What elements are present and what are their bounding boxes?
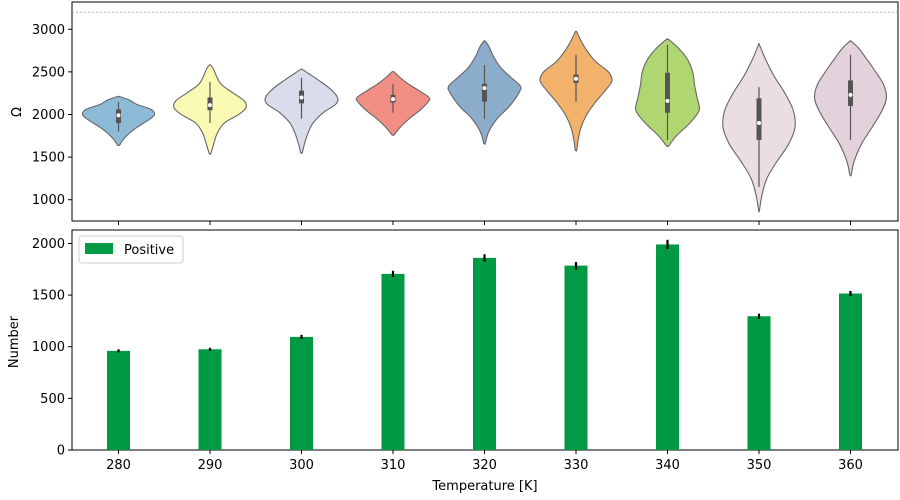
violin-median-350 — [757, 121, 761, 126]
legend-label: Positive — [124, 243, 174, 258]
y-tick-label: 2000 — [32, 108, 65, 123]
violin-median-280 — [116, 113, 121, 118]
y-tick-label: 0 — [57, 444, 65, 459]
x-tick-label: 330 — [564, 458, 589, 473]
y-tick-label: 1000 — [32, 340, 65, 355]
violin-median-320 — [482, 86, 487, 91]
bar-320 — [473, 257, 496, 450]
bar-360 — [839, 293, 862, 450]
violin-x-ticks — [118, 221, 851, 225]
violin-median-290 — [208, 103, 212, 108]
violin-median-360 — [848, 92, 853, 97]
x-tick-label: 280 — [106, 458, 131, 473]
x-tick-label: 310 — [381, 458, 406, 473]
bars — [107, 239, 862, 450]
x-tick-label: 350 — [747, 458, 772, 473]
bar-y-axis: 0 500 1000 1500 2000 — [32, 237, 72, 459]
bar-350 — [747, 316, 771, 450]
bar-330 — [564, 265, 588, 450]
bar-300 — [290, 336, 313, 450]
violin-median-330 — [574, 76, 578, 81]
violin-y-axis-label: Ω — [10, 107, 25, 117]
x-tick-label: 340 — [655, 458, 680, 473]
bar-x-axis-label: Temperature [K] — [431, 479, 537, 494]
y-tick-label: 2500 — [32, 65, 65, 80]
bar-290 — [198, 349, 222, 450]
legend-box — [78, 235, 184, 264]
bar-x-axis: 280 290 300 310 320 330 340 350 360 — [106, 450, 863, 473]
violin-median-300 — [299, 95, 304, 100]
x-tick-label: 360 — [838, 458, 863, 473]
violin-median-310 — [391, 97, 395, 102]
violin-box-340 — [665, 72, 670, 113]
legend: Positive — [78, 235, 184, 264]
bar-280 — [107, 350, 130, 450]
violin-y-axis: 1000 1500 2000 2500 3000 — [32, 23, 72, 208]
violin-box-350 — [756, 98, 762, 141]
legend-swatch — [85, 243, 113, 254]
x-tick-label: 290 — [198, 458, 223, 473]
violins — [81, 30, 888, 213]
y-tick-label: 1500 — [32, 151, 65, 166]
x-tick-label: 300 — [289, 458, 314, 473]
bar-y-axis-label: Number — [7, 315, 22, 368]
x-tick-label: 320 — [472, 458, 497, 473]
y-tick-label: 1500 — [32, 289, 65, 304]
y-tick-label: 3000 — [32, 23, 65, 38]
bar-panel: 0 500 1000 1500 2000 280 290 300 310 320 330 340 35… — [7, 229, 899, 494]
violin-median-340 — [665, 98, 670, 103]
violin-box-320 — [482, 83, 487, 102]
violin-panel: 1000 1500 2000 2500 3000 Ω — [10, 1, 899, 225]
y-tick-label: 2000 — [32, 237, 65, 252]
y-tick-label: 500 — [40, 392, 65, 407]
bar-310 — [381, 273, 405, 450]
bar-340 — [656, 244, 679, 450]
y-tick-label: 1000 — [32, 193, 65, 208]
